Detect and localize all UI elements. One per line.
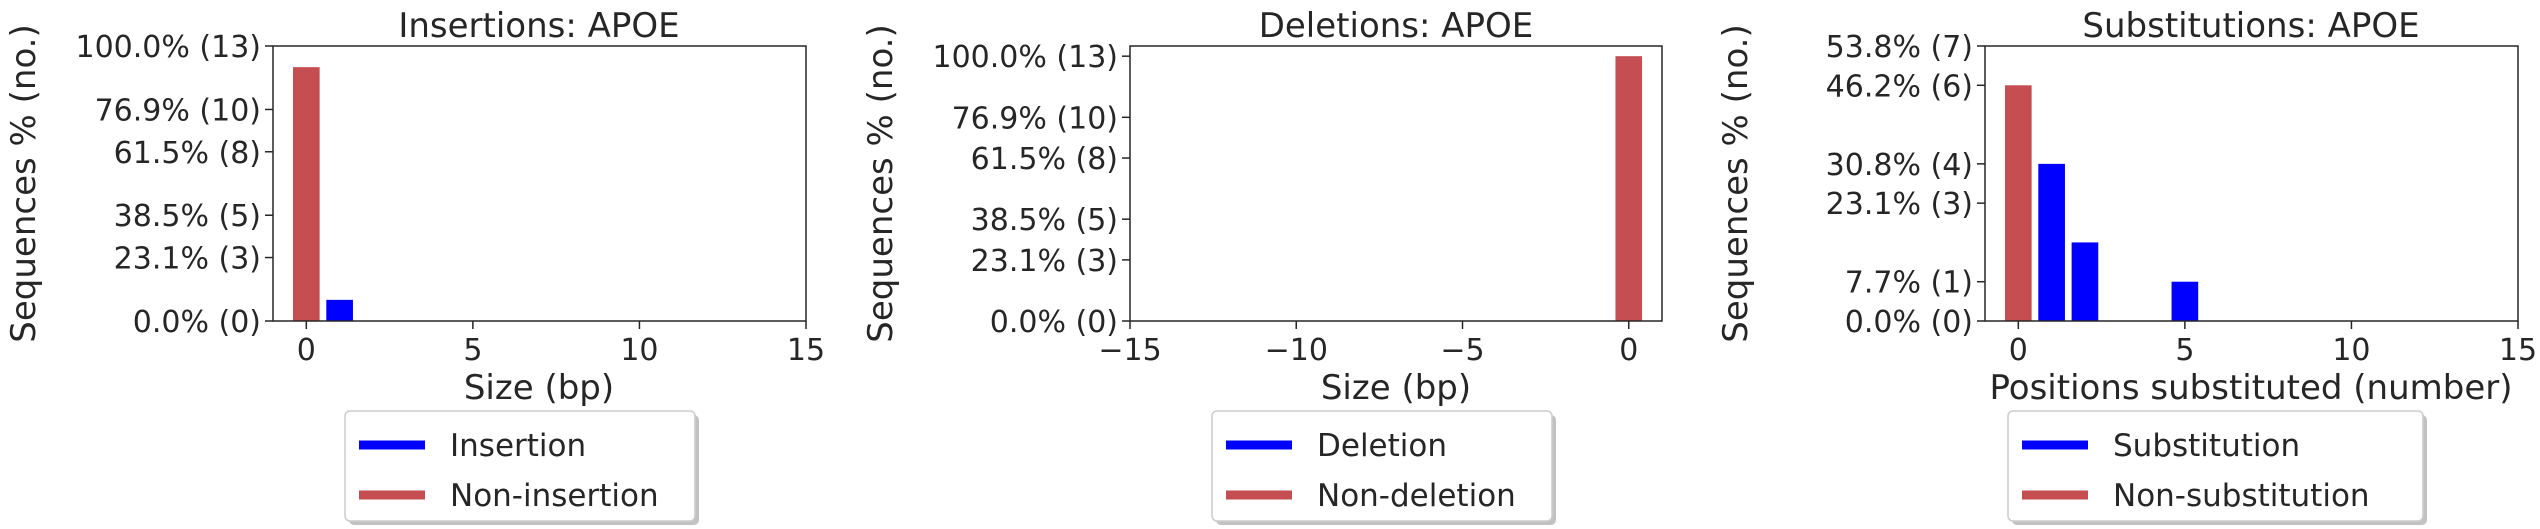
y-tick-label: 38.5% (5) xyxy=(971,203,1118,238)
x-axis-label: Size (bp) xyxy=(1321,368,1471,408)
y-tick-label: 23.1% (3) xyxy=(971,244,1118,279)
x-tick-label: 15 xyxy=(2499,333,2537,368)
x-axis-label: Size (bp) xyxy=(464,368,614,408)
x-tick-label: 10 xyxy=(620,333,658,368)
legend-label: Insertion xyxy=(450,428,586,464)
x-tick-label: 0 xyxy=(297,333,316,368)
x-tick-label: 5 xyxy=(463,333,482,368)
y-tick-label: 0.0% (0) xyxy=(1845,305,1973,340)
y-tick-label: 46.2% (6) xyxy=(1826,69,1973,104)
legend-label: Substitution xyxy=(2113,428,2300,464)
legend-label: Deletion xyxy=(1317,428,1447,464)
bar-substitution-5 xyxy=(2171,281,2199,321)
axes-frame xyxy=(1129,45,1663,322)
y-tick-label: 61.5% (8) xyxy=(114,136,261,171)
y-tick-label: 53.8% (7) xyxy=(1826,30,1973,65)
y-tick-label: 0.0% (0) xyxy=(990,305,1118,340)
chart-title: Deletions: APOE xyxy=(1259,6,1534,46)
chart-title: Substitutions: APOE xyxy=(2082,6,2419,46)
legend-box xyxy=(1211,410,1553,522)
y-tick-label: 23.1% (3) xyxy=(114,242,261,277)
bar-non-substitution-0 xyxy=(2004,85,2032,322)
y-tick-label: 7.7% (1) xyxy=(1845,266,1973,301)
y-axis-label: Sequences % (no.) xyxy=(1716,24,1756,342)
x-tick-label: −10 xyxy=(1265,333,1328,368)
chart-title: Insertions: APOE xyxy=(398,6,679,46)
bar-insertion-1 xyxy=(326,299,353,321)
bar-non-insertion-0 xyxy=(292,67,320,322)
x-axis-label: Positions substituted (number) xyxy=(1990,368,2513,408)
x-tick-label: 5 xyxy=(2175,333,2194,368)
bar-non-deletion-0 xyxy=(1615,56,1643,322)
bar-substitution-2 xyxy=(2071,242,2099,321)
legend-label: Non-deletion xyxy=(1317,478,1516,514)
bar-substitution-1 xyxy=(2038,163,2065,321)
y-tick-label: 61.5% (8) xyxy=(971,142,1118,177)
y-tick-label: 76.9% (10) xyxy=(95,93,261,128)
y-tick-label: 38.5% (5) xyxy=(114,199,261,234)
y-tick-label: 100.0% (13) xyxy=(75,30,261,65)
y-tick-label: 30.8% (4) xyxy=(1826,148,1973,183)
y-axis-label: Sequences % (no.) xyxy=(861,24,901,342)
y-axis-label: Sequences % (no.) xyxy=(4,24,44,342)
y-tick-label: 76.9% (10) xyxy=(952,101,1118,136)
x-tick-label: 0 xyxy=(1619,333,1638,368)
x-tick-label: −5 xyxy=(1440,333,1484,368)
axes-frame xyxy=(272,45,807,322)
y-tick-label: 0.0% (0) xyxy=(133,305,261,340)
legend-box xyxy=(344,410,696,522)
axes-frame xyxy=(1984,45,2519,322)
x-tick-label: 15 xyxy=(787,333,825,368)
legend-label: Non-insertion xyxy=(450,478,659,514)
x-tick-label: 10 xyxy=(2332,333,2370,368)
x-tick-label: 0 xyxy=(2009,333,2028,368)
legend-label: Non-substitution xyxy=(2113,478,2370,514)
y-tick-label: 23.1% (3) xyxy=(1826,187,1973,222)
legend-box xyxy=(2007,410,2424,522)
x-tick-label: −15 xyxy=(1098,333,1161,368)
y-tick-label: 100.0% (13) xyxy=(932,40,1118,75)
